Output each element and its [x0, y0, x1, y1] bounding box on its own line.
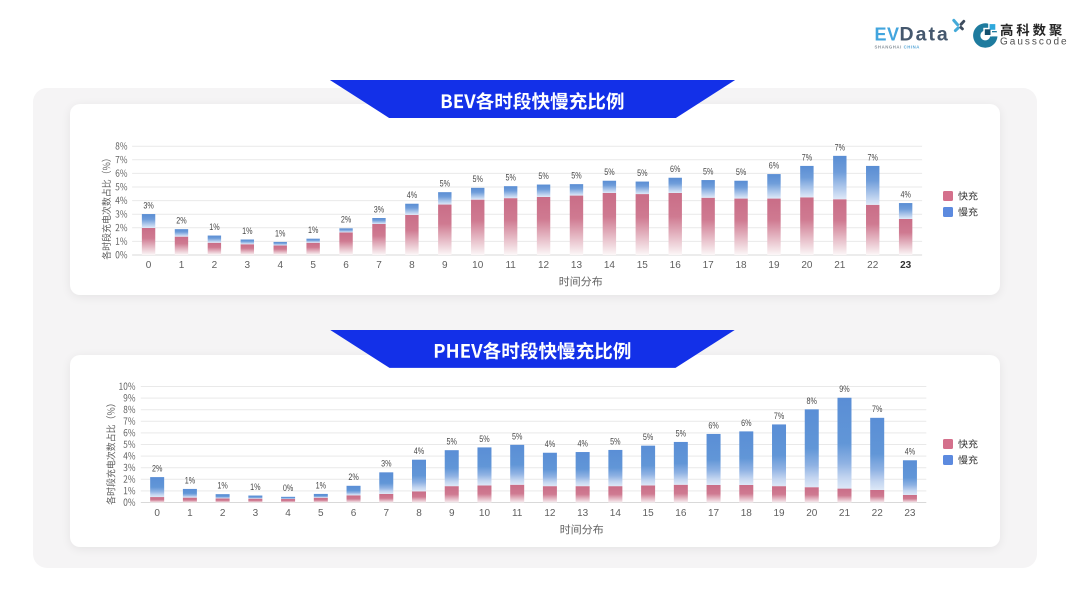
svg-text:5: 5	[318, 508, 324, 519]
svg-text:6: 6	[343, 260, 349, 271]
svg-text:2%: 2%	[341, 215, 352, 226]
svg-text:5%: 5%	[610, 436, 621, 447]
svg-text:1%: 1%	[275, 228, 286, 239]
svg-text:2%: 2%	[348, 472, 359, 483]
svg-text:1%: 1%	[308, 225, 319, 236]
svg-text:7%: 7%	[774, 411, 785, 422]
svg-text:15: 15	[637, 260, 649, 271]
svg-text:5%: 5%	[473, 174, 484, 185]
svg-text:5%: 5%	[512, 431, 523, 442]
svg-text:Gausscode: Gausscode	[1000, 37, 1069, 48]
svg-text:3%: 3%	[374, 204, 385, 215]
svg-text:5%: 5%	[637, 168, 648, 179]
svg-text:5: 5	[310, 260, 316, 271]
svg-text:22: 22	[872, 508, 884, 519]
svg-text:2%: 2%	[176, 216, 187, 227]
svg-text:5%: 5%	[538, 171, 549, 182]
svg-text:1%: 1%	[209, 222, 220, 233]
svg-text:0: 0	[146, 260, 152, 271]
svg-text:4%: 4%	[577, 438, 588, 449]
svg-text:1%: 1%	[242, 226, 253, 237]
svg-text:1: 1	[179, 260, 185, 271]
svg-text:6%: 6%	[708, 420, 719, 431]
svg-text:8: 8	[416, 508, 422, 519]
svg-text:5%: 5%	[479, 434, 490, 445]
svg-text:5%: 5%	[505, 173, 516, 184]
svg-text:9%: 9%	[839, 384, 850, 395]
svg-text:EVData: EVData	[875, 23, 950, 45]
svg-text:5%: 5%	[643, 432, 654, 443]
svg-text:5%: 5%	[676, 428, 687, 439]
svg-text:5%: 5%	[440, 179, 451, 190]
svg-text:18: 18	[735, 260, 747, 271]
svg-text:17: 17	[708, 508, 720, 519]
svg-text:12: 12	[538, 260, 550, 271]
svg-text:10: 10	[479, 508, 491, 519]
svg-text:3%: 3%	[381, 459, 392, 470]
svg-text:2: 2	[220, 508, 226, 519]
svg-text:5%: 5%	[703, 166, 714, 177]
svg-text:14: 14	[610, 508, 622, 519]
svg-text:22: 22	[867, 260, 879, 271]
svg-text:16: 16	[670, 260, 682, 271]
svg-text:9: 9	[449, 508, 455, 519]
svg-text:23: 23	[900, 260, 912, 271]
svg-text:20: 20	[801, 260, 813, 271]
svg-text:19: 19	[773, 508, 785, 519]
svg-text:3: 3	[245, 260, 251, 271]
svg-text:21: 21	[839, 508, 851, 519]
svg-text:21: 21	[834, 260, 846, 271]
svg-text:5%: 5%	[736, 167, 747, 178]
svg-text:5%: 5%	[447, 437, 458, 448]
svg-text:4%: 4%	[905, 447, 916, 458]
svg-text:6%: 6%	[769, 160, 780, 171]
svg-text:1%: 1%	[316, 480, 327, 491]
svg-text:1%: 1%	[250, 482, 261, 493]
svg-text:7%: 7%	[872, 404, 883, 415]
svg-text:14: 14	[604, 260, 616, 271]
svg-text:9: 9	[442, 260, 448, 271]
svg-text:23: 23	[904, 508, 916, 519]
svg-text:12: 12	[544, 508, 556, 519]
svg-text:4: 4	[285, 508, 291, 519]
svg-text:13: 13	[577, 508, 589, 519]
svg-text:SHANGHAI CHINA: SHANGHAI CHINA	[875, 44, 920, 49]
svg-text:11: 11	[505, 260, 516, 271]
svg-text:3: 3	[253, 508, 259, 519]
svg-text:6%: 6%	[741, 418, 752, 429]
svg-text:5%: 5%	[604, 167, 615, 178]
svg-text:0%: 0%	[283, 483, 294, 494]
svg-text:4%: 4%	[407, 190, 418, 201]
svg-text:10: 10	[472, 260, 484, 271]
svg-text:6: 6	[351, 508, 357, 519]
svg-text:0: 0	[154, 508, 160, 519]
svg-text:5%: 5%	[571, 171, 582, 182]
svg-text:19: 19	[768, 260, 780, 271]
svg-text:18: 18	[741, 508, 753, 519]
svg-text:8: 8	[409, 260, 415, 271]
svg-text:15: 15	[643, 508, 655, 519]
svg-text:4%: 4%	[414, 446, 425, 457]
svg-text:8%: 8%	[807, 396, 818, 407]
svg-text:2: 2	[212, 260, 218, 271]
svg-text:1%: 1%	[185, 475, 196, 486]
svg-text:6%: 6%	[670, 164, 681, 175]
svg-text:11: 11	[512, 508, 523, 519]
svg-text:4%: 4%	[900, 189, 911, 200]
svg-text:1%: 1%	[217, 481, 228, 492]
svg-text:7: 7	[376, 260, 382, 271]
svg-text:7%: 7%	[835, 142, 846, 153]
svg-text:3%: 3%	[143, 200, 154, 211]
svg-text:7%: 7%	[802, 152, 813, 163]
svg-text:4: 4	[277, 260, 283, 271]
svg-text:2%: 2%	[152, 464, 163, 475]
svg-text:20: 20	[806, 508, 818, 519]
svg-text:7: 7	[383, 508, 389, 519]
svg-text:4%: 4%	[545, 439, 556, 450]
svg-text:1: 1	[187, 508, 193, 519]
svg-text:17: 17	[703, 260, 715, 271]
svg-text:7%: 7%	[868, 152, 879, 163]
svg-text:16: 16	[675, 508, 687, 519]
svg-text:13: 13	[571, 260, 583, 271]
